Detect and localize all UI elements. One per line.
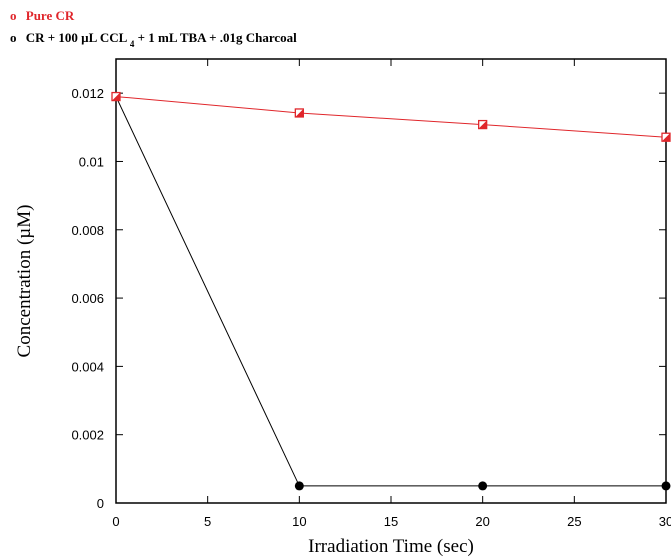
series-line-1 bbox=[115, 96, 666, 487]
series-markers bbox=[111, 91, 671, 491]
x-tick-label: 5 bbox=[204, 514, 211, 529]
x-axis-title: Irradiation Time (sec) bbox=[308, 536, 474, 557]
legend-label-cr-charcoal-part1: CR + 100 µL CCL bbox=[26, 30, 128, 45]
y-tick-label: 0.008 bbox=[71, 223, 104, 238]
data-point-series-0 bbox=[661, 132, 671, 142]
legend-marker-pure-cr: o bbox=[10, 8, 17, 23]
data-point-series-1 bbox=[478, 481, 488, 491]
y-tick-label: 0.002 bbox=[71, 428, 104, 443]
axis-ticks: 0 5 10 15 20 25 30 0 0.002 0.004 0.006 0.008 0.01 0.0… bbox=[71, 59, 671, 529]
legend-label-cr-charcoal-part2: + 1 mL TBA + .01g Charcoal bbox=[138, 30, 298, 45]
x-tick-label: 20 bbox=[475, 514, 489, 529]
x-tick-label: 10 bbox=[292, 514, 306, 529]
y-tick-label: 0.006 bbox=[71, 291, 104, 306]
data-point-series-0 bbox=[294, 108, 304, 118]
data-point-series-1 bbox=[294, 481, 304, 491]
plot-frame bbox=[115, 58, 667, 504]
x-tick-label: 30 bbox=[659, 514, 671, 529]
legend-label-pure-cr: Pure CR bbox=[26, 8, 75, 23]
y-tick-label: 0.01 bbox=[79, 154, 104, 169]
y-tick-label: 0 bbox=[97, 496, 104, 511]
legend-entry-cr-charcoal: o CR + 100 µL CCL 4 + 1 mL TBA + .01g Ch… bbox=[10, 30, 297, 50]
legend-entry-pure-cr: o Pure CR bbox=[10, 8, 75, 23]
x-tick-label: 25 bbox=[567, 514, 581, 529]
y-tick-label: 0.004 bbox=[71, 359, 104, 374]
x-tick-label: 0 bbox=[112, 514, 119, 529]
data-point-series-0 bbox=[478, 119, 488, 130]
y-axis-title: Concentration (µM) bbox=[14, 205, 35, 358]
y-tick-label: 0.012 bbox=[71, 86, 104, 101]
x-tick-label: 15 bbox=[384, 514, 398, 529]
data-point-series-0 bbox=[111, 91, 121, 102]
legend-label-cr-charcoal-subscript: 4 bbox=[130, 39, 135, 49]
data-point-series-1 bbox=[661, 481, 671, 491]
series-lines bbox=[115, 96, 667, 487]
series-line-0 bbox=[115, 96, 667, 138]
legend: o Pure CR o CR + 100 µL CCL 4 + 1 mL TBA… bbox=[10, 8, 297, 50]
legend-marker-cr-charcoal: o bbox=[10, 30, 17, 45]
